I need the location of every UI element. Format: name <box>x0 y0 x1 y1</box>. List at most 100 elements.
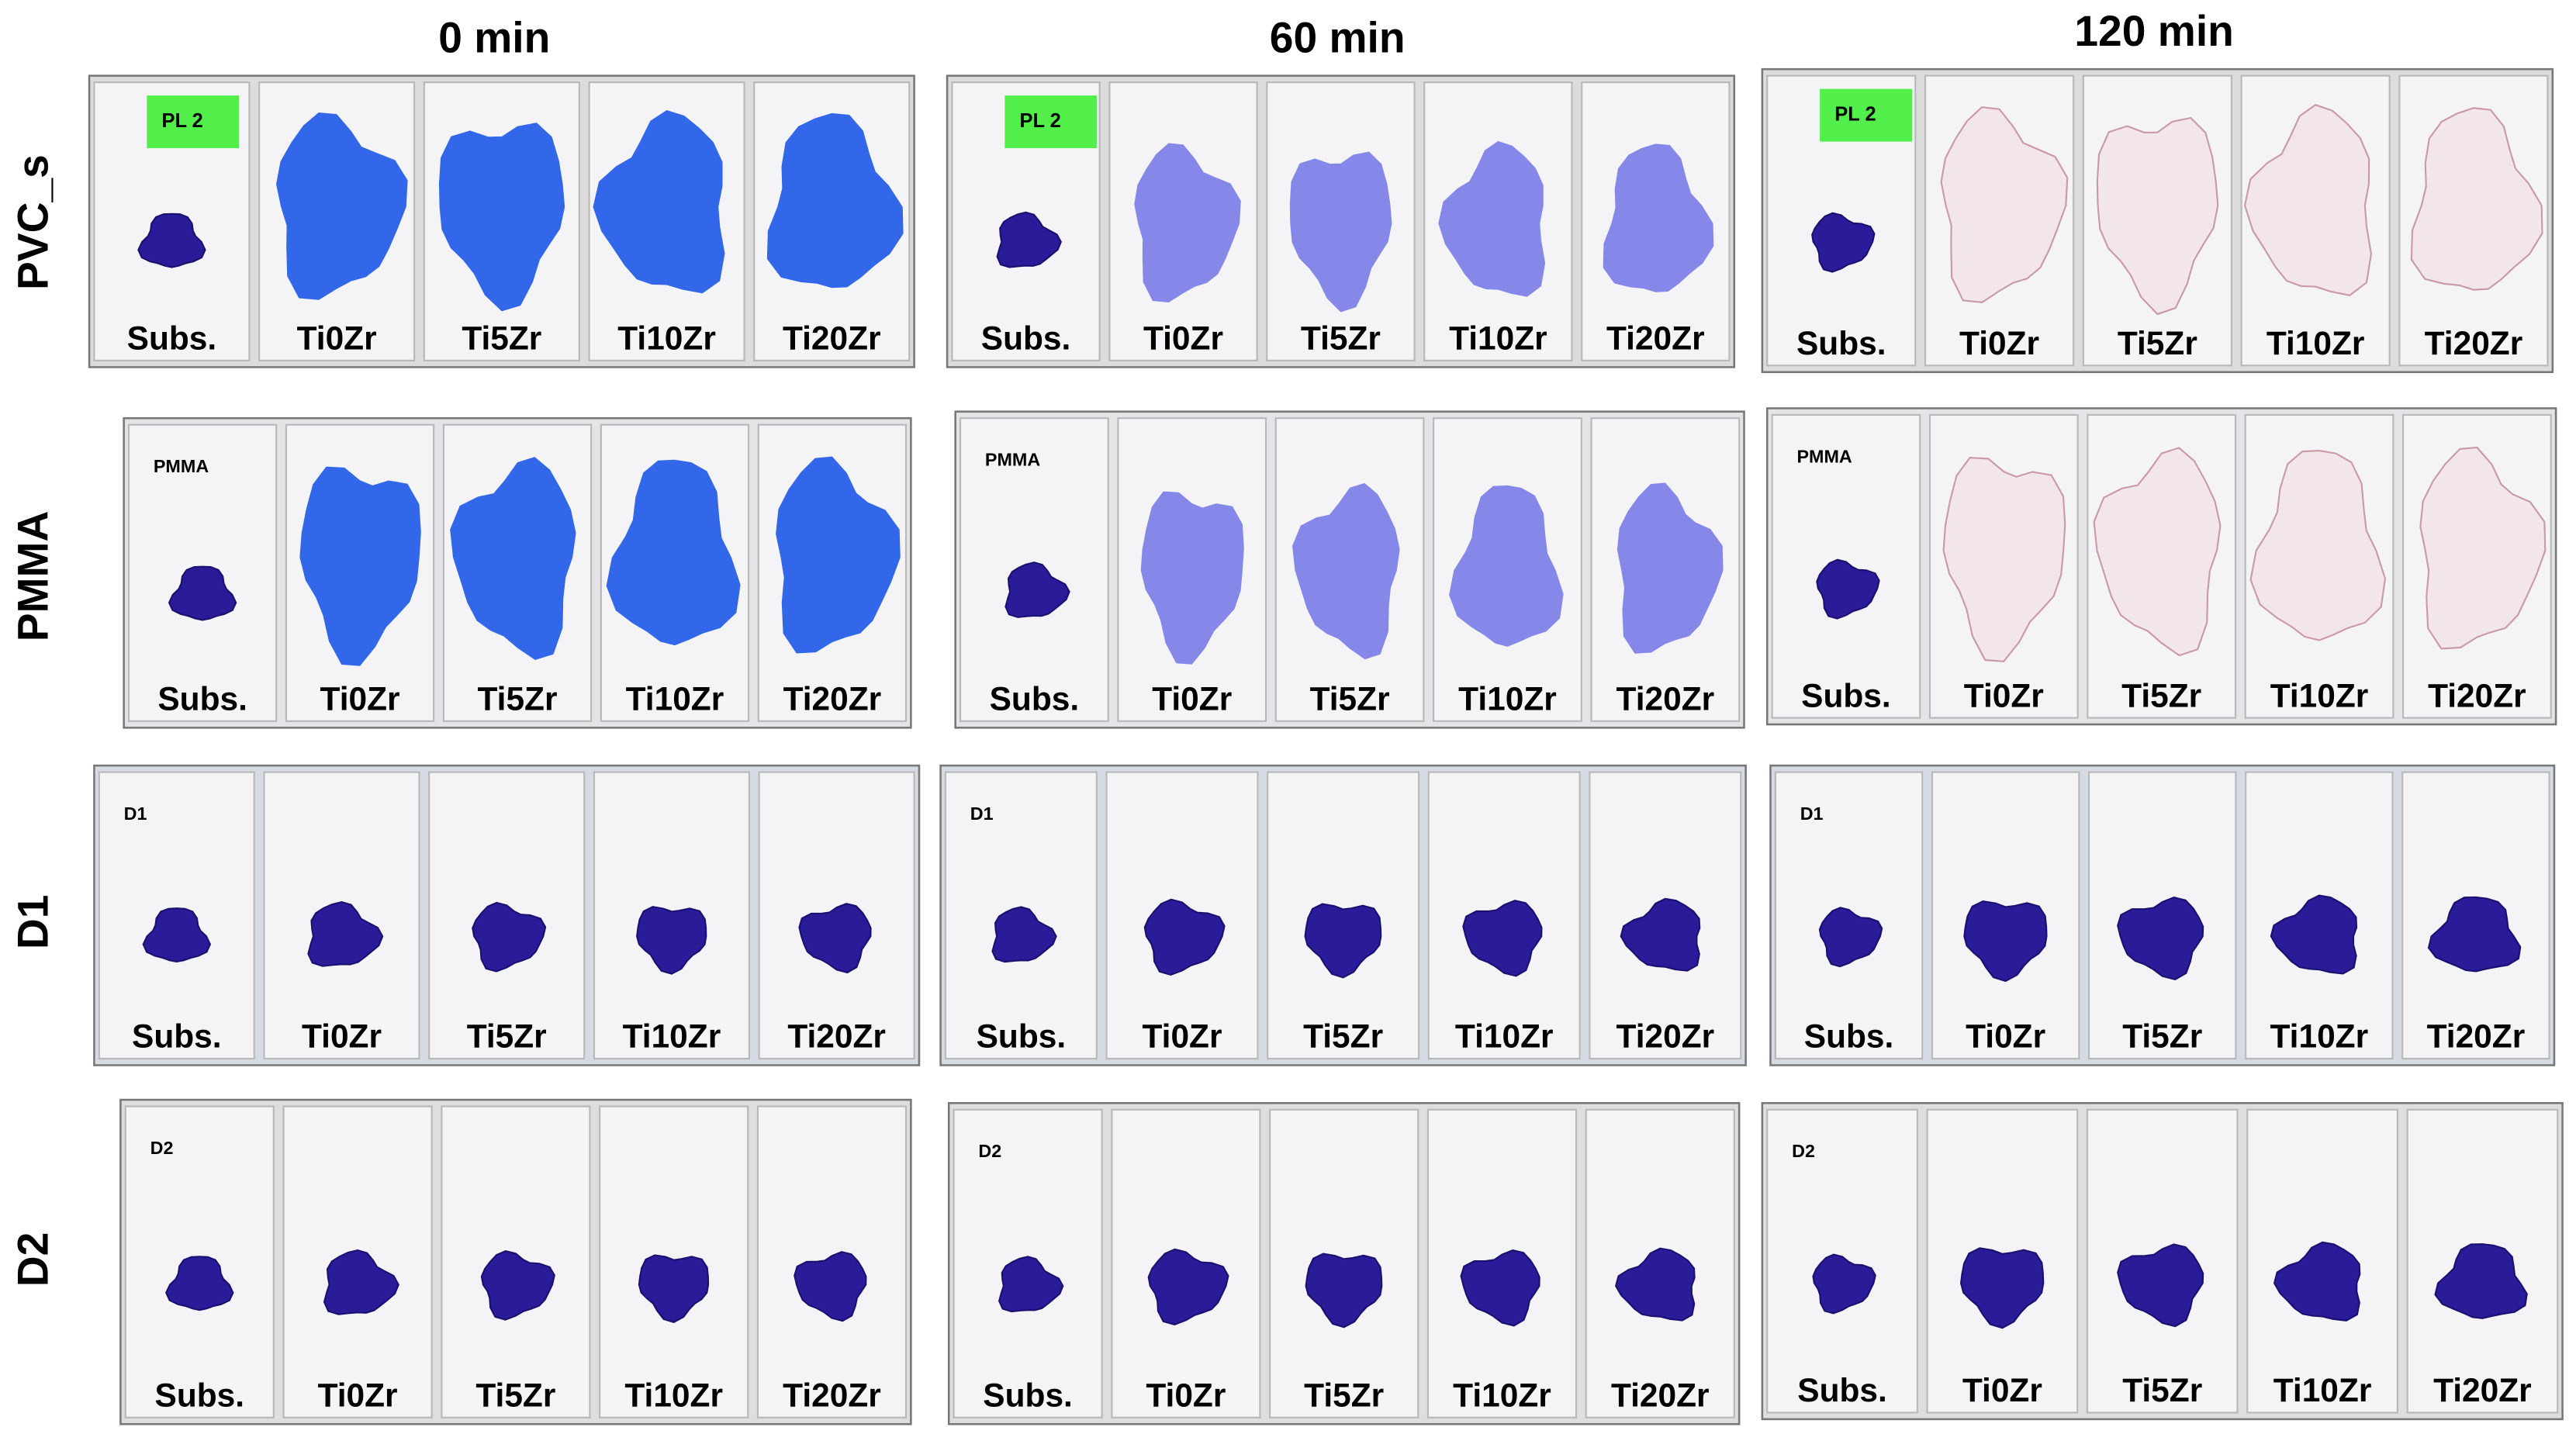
sample-label: Ti5Zr <box>2121 677 2201 714</box>
sample-label: Subs. <box>127 320 217 357</box>
drop <box>2270 894 2358 975</box>
sample-label: Subs. <box>1801 677 1891 714</box>
drop <box>1963 900 2048 983</box>
sample-label: Ti20Zr <box>783 1377 881 1414</box>
drop <box>2273 1241 2361 1322</box>
drop <box>1811 212 1876 273</box>
column-header: 120 min <box>2074 7 2234 55</box>
row-label: PMMA <box>9 511 57 642</box>
stain <box>2243 104 2372 296</box>
sample-label: Ti10Zr <box>623 1018 721 1055</box>
slide-tag: PL 2 <box>1834 103 1876 125</box>
sample-label: Ti0Zr <box>302 1018 382 1055</box>
sample-label: Subs. <box>132 1018 222 1055</box>
panel: Subs. Ti0Zr Ti5Zr Ti10Zr Ti20Zr PL 2 <box>1761 67 2554 374</box>
slide-tag: D2 <box>978 1141 1001 1161</box>
sample-label: Ti10Zr <box>2273 1372 2372 1408</box>
column-header: 0 min <box>438 14 550 62</box>
panel: Subs. Ti0Zr Ti5Zr Ti10Zr Ti20Zr PMMA <box>1765 407 2557 726</box>
sample-label: Ti0Zr <box>1143 1018 1222 1055</box>
stain <box>1289 151 1392 313</box>
sample-label: Subs. <box>1796 325 1886 361</box>
drop <box>168 565 237 621</box>
drop <box>137 213 206 268</box>
panel: Subs. Ti0Zr Ti5Zr Ti10Zr Ti20Zr D2 <box>119 1098 912 1425</box>
drop <box>472 901 547 973</box>
sample-label: Ti5Zr <box>475 1377 555 1414</box>
drop <box>1615 1247 1696 1322</box>
sample-label: Ti20Zr <box>2428 677 2526 714</box>
panel: Subs. Ti0Zr Ti5Zr Ti10Zr Ti20Zr D2 <box>947 1102 1741 1425</box>
slide <box>1426 1108 1578 1418</box>
sample-label: Ti10Zr <box>2270 1018 2369 1055</box>
drop <box>323 1249 399 1315</box>
sample-label: Ti10Zr <box>624 1377 723 1414</box>
sample-label: Ti10Zr <box>2267 325 2365 361</box>
drop <box>1143 898 1226 976</box>
sample-label: Ti5Zr <box>2122 1372 2202 1408</box>
sample-label: Ti20Zr <box>1611 1377 1710 1414</box>
stain <box>438 123 565 312</box>
slide-tag: D2 <box>150 1138 174 1158</box>
sticker <box>1004 95 1098 149</box>
drop <box>480 1250 555 1321</box>
stain <box>2096 116 2219 316</box>
sample-label: Ti5Zr <box>1303 1018 1383 1055</box>
stain <box>299 466 421 666</box>
drop <box>1620 897 1701 972</box>
panel: Subs. Ti0Zr Ti5Zr Ti10Zr Ti20Zr PL 2 <box>946 74 1736 368</box>
slide <box>1267 771 1420 1060</box>
sample-label: Ti20Zr <box>783 681 882 717</box>
slide-tag: PMMA <box>154 456 209 476</box>
drop <box>636 906 707 975</box>
sticker <box>147 95 240 149</box>
sample-label: Ti0Zr <box>297 320 377 357</box>
drop <box>991 906 1057 963</box>
slide-tag: PMMA <box>985 450 1040 470</box>
slide-tag: D1 <box>124 803 147 824</box>
sample-label: Ti10Zr <box>2270 677 2369 714</box>
row-label: PVC_s <box>9 154 57 290</box>
drop <box>1462 900 1543 977</box>
drop <box>1305 1253 1383 1329</box>
stain <box>276 112 408 300</box>
sample-label: Ti10Zr <box>1453 1377 1551 1414</box>
sticker <box>1820 88 1913 142</box>
row-label: D2 <box>9 1232 57 1287</box>
sample-label: Ti20Zr <box>2425 325 2523 361</box>
stain <box>1942 457 2066 662</box>
drop <box>142 907 212 963</box>
stain <box>1940 106 2069 303</box>
slide-tag: PMMA <box>1796 446 1852 466</box>
row-label: D1 <box>9 895 57 950</box>
panel: Subs. Ti0Zr Ti5Zr Ti10Zr Ti20Zr PMMA <box>123 416 912 729</box>
drop <box>1818 907 1883 968</box>
sample-label: Ti20Zr <box>1606 320 1705 357</box>
sample-label: Ti5Zr <box>462 320 541 357</box>
sample-label: Ti20Zr <box>2433 1372 2532 1408</box>
slide-tag: D1 <box>1800 803 1824 824</box>
sample-label: Ti5Zr <box>2122 1018 2202 1055</box>
drop <box>1004 562 1070 618</box>
sample-label: Subs. <box>990 681 1080 717</box>
slide-tag: PL 2 <box>161 110 202 132</box>
stain <box>766 112 904 289</box>
sample-label: Ti0Zr <box>1152 681 1232 717</box>
stain <box>1438 140 1546 297</box>
sample-label: Subs. <box>981 320 1071 357</box>
drop <box>307 901 384 967</box>
sample-label: Ti0Zr <box>318 1377 398 1414</box>
panel: Subs. Ti0Zr Ti5Zr Ti10Zr Ti20Zr PL 2 <box>88 74 915 368</box>
drop <box>2117 1243 2204 1328</box>
sample-label: Ti10Zr <box>1455 1018 1554 1055</box>
sample-label: Ti0Zr <box>1143 320 1223 357</box>
sample-label: Ti5Zr <box>467 1018 547 1055</box>
sample-label: Ti5Zr <box>2118 325 2197 361</box>
drop <box>2117 897 2204 981</box>
sample-label: Ti10Zr <box>1458 681 1557 717</box>
sample-label: Subs. <box>1804 1018 1894 1055</box>
stain <box>776 456 901 654</box>
sample-label: Subs. <box>155 1377 245 1414</box>
sample-label: Ti0Zr <box>1959 325 2039 361</box>
